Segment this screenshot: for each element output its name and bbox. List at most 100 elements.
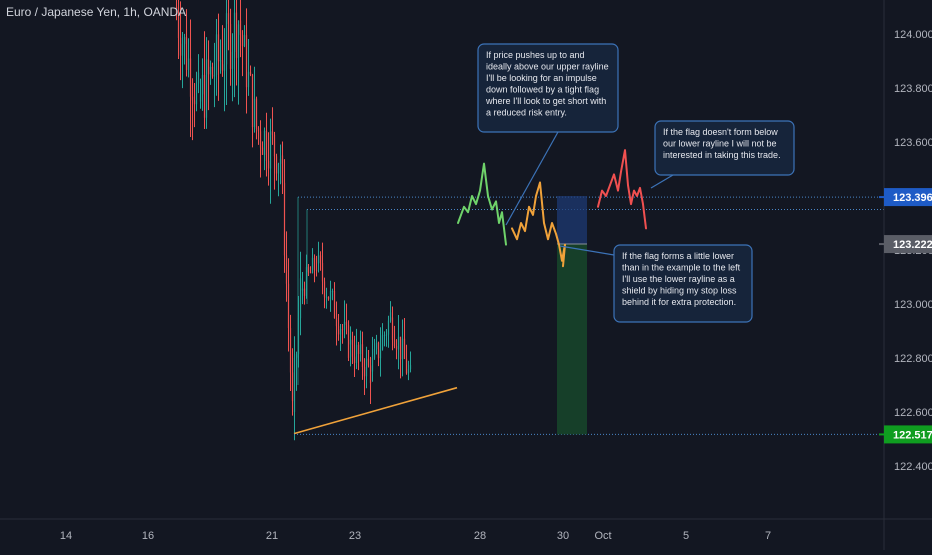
callout-line: If the flag doesn't form below — [663, 127, 778, 137]
risk-box — [557, 196, 587, 245]
rising-trendline — [293, 386, 458, 435]
candle-body — [201, 74, 204, 95]
candle-body — [323, 281, 326, 298]
candle-body — [287, 283, 290, 329]
candle-body — [365, 358, 368, 377]
candle-body — [383, 334, 386, 336]
candle-body — [321, 262, 324, 282]
annotation-callout: If price pushes up to and ideally above o… — [477, 43, 619, 226]
callout-box — [477, 43, 619, 133]
candle-body — [259, 131, 262, 148]
x-tick-label: 30 — [557, 530, 569, 542]
candle-body — [217, 34, 220, 62]
candle-body — [235, 12, 238, 58]
candle-body — [319, 255, 322, 263]
x-tick-label: 5 — [683, 530, 689, 542]
callout-line: behind it for extra protection. — [622, 297, 736, 307]
callout-line: than in the example to the left — [622, 263, 741, 273]
candle-body — [345, 321, 348, 325]
callout-line: a reduced risk entry. — [486, 108, 567, 118]
price-tag-label: 122.517 — [893, 429, 932, 441]
candle-body — [243, 35, 246, 47]
candle-body — [273, 134, 276, 157]
projection-paths-layer — [457, 149, 647, 268]
candle-body — [367, 358, 370, 366]
y-tick-label: 123.800 — [894, 83, 932, 95]
price-tag-bg — [884, 188, 932, 207]
position-tool-layer — [557, 196, 587, 435]
candle-body — [401, 338, 404, 360]
candle-body — [299, 278, 302, 319]
candle-body — [405, 358, 408, 374]
callout-line: I'll use the lower rayline as a — [622, 274, 735, 284]
candle-body — [211, 66, 214, 77]
candle-body — [233, 12, 236, 52]
candle-body — [249, 71, 252, 75]
candle-body — [385, 334, 388, 336]
candle-body — [205, 59, 208, 118]
callout-line: If price pushes up to and — [486, 50, 585, 60]
candle-body — [269, 131, 272, 169]
candle-body — [181, 43, 184, 56]
candle-body — [359, 344, 362, 355]
candle-body — [313, 257, 316, 270]
x-tick-label: 16 — [142, 530, 154, 542]
candle-body — [325, 296, 328, 298]
candle-body — [261, 147, 264, 155]
candle-body — [191, 96, 194, 101]
candle-body — [225, 13, 228, 65]
candle-body — [371, 357, 374, 372]
candle-body — [247, 71, 250, 88]
candle-body — [347, 324, 350, 358]
projection-path-green — [457, 162, 507, 246]
y-tick-label: 123.600 — [894, 137, 932, 149]
candle-body — [215, 34, 218, 76]
projection-path-orange — [511, 181, 566, 268]
candle-body — [373, 348, 376, 358]
x-tick-label: Oct — [594, 530, 611, 542]
candle-body — [363, 367, 366, 377]
callout-pointer — [559, 245, 615, 256]
callout-line: If the flag forms a little lower — [622, 251, 734, 261]
candle-body — [369, 365, 372, 384]
price-tag-bg — [884, 425, 932, 444]
candle-body — [327, 296, 330, 300]
candle-body — [289, 328, 292, 373]
candle-body — [333, 291, 336, 319]
callout-line: I'll be looking for an impulse — [486, 73, 597, 83]
price-tag-label: 123.222 — [893, 239, 932, 251]
candle-body — [241, 34, 244, 47]
annotation-callout: If the flag forms a little lower than in … — [559, 244, 753, 323]
x-tick-label: 21 — [266, 530, 278, 542]
candle-body — [393, 339, 396, 347]
candle-body — [221, 60, 224, 71]
callout-line: interested in taking this trade. — [663, 150, 781, 160]
candle-body — [271, 131, 274, 135]
candle-body — [341, 329, 344, 331]
candle-body — [381, 335, 384, 350]
callout-line: shield by hiding my stop loss — [622, 286, 737, 296]
candle-body — [187, 58, 190, 70]
candle-body — [193, 100, 196, 105]
candle-body — [195, 83, 198, 105]
candle-body — [203, 74, 206, 118]
x-tick-label: 14 — [60, 530, 72, 542]
candle-body — [337, 326, 340, 335]
candle-body — [395, 346, 398, 350]
x-tick-label: 23 — [349, 530, 361, 542]
candle-body — [293, 357, 296, 412]
candle-body — [229, 24, 232, 69]
candle-body — [175, 7, 178, 16]
candle-body — [403, 338, 406, 359]
candle-body — [351, 339, 354, 357]
candle-body — [387, 320, 390, 335]
candle-body — [183, 37, 186, 44]
candle-body — [231, 51, 234, 69]
candle-body — [239, 20, 242, 35]
candle-body — [255, 98, 258, 129]
candle-body — [179, 37, 182, 56]
candle-body — [377, 342, 380, 359]
